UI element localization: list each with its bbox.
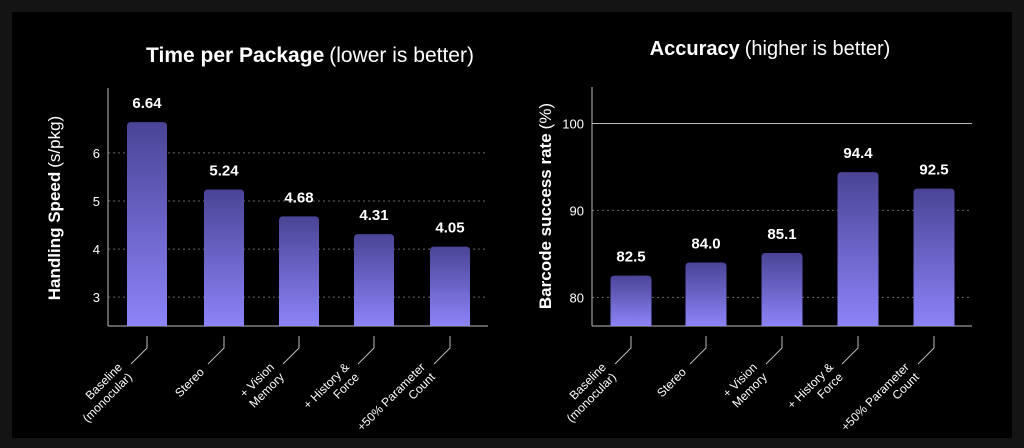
left-y-tick-label: 5 bbox=[93, 194, 100, 209]
right-category-label: Stereo bbox=[654, 365, 689, 400]
right-category-label: +50% ParameterCount bbox=[838, 360, 922, 444]
right-category-leader bbox=[841, 336, 859, 365]
left-y-tick-label: 3 bbox=[93, 290, 100, 305]
left-y-axis-label: Handling Speed(s/pkg) bbox=[45, 116, 64, 300]
left-chart-title: Time per Package (lower is better) bbox=[146, 44, 474, 67]
left-category-leader bbox=[433, 336, 451, 365]
right-y-tick-label: 80 bbox=[570, 290, 584, 305]
right-category-leader bbox=[614, 336, 632, 365]
right-chart-title: Accuracy (higher is better) bbox=[650, 38, 891, 60]
left-value-label: 4.68 bbox=[284, 189, 313, 206]
left-y-tick-label: 4 bbox=[93, 242, 100, 257]
right-category: + VisionMemory bbox=[719, 336, 783, 411]
left-category: Baseline(monocular) bbox=[70, 336, 148, 425]
right-y-tick-label: 100 bbox=[562, 117, 584, 132]
left-y-tick-label: 6 bbox=[93, 146, 100, 161]
right-value-label: 94.4 bbox=[843, 145, 873, 162]
left-bar bbox=[127, 122, 167, 326]
right-value-label: 84.0 bbox=[691, 236, 720, 253]
left-bar bbox=[279, 216, 319, 326]
right-y-axis-label: Barcode success rate(%) bbox=[536, 103, 555, 309]
right-category: Baseline(monocular) bbox=[554, 336, 632, 425]
left-category: Stereo bbox=[172, 336, 225, 400]
right-bar bbox=[761, 252, 803, 326]
left-bar bbox=[430, 246, 470, 326]
left-value-label: 6.64 bbox=[132, 95, 162, 112]
right-category-leader bbox=[765, 336, 783, 365]
left-category-leader bbox=[130, 336, 148, 365]
left-value-label: 4.31 bbox=[359, 207, 388, 224]
right-bar bbox=[685, 262, 727, 326]
right-category-label: Baseline(monocular) bbox=[554, 360, 619, 425]
left-category-leader bbox=[357, 336, 375, 365]
right-bar bbox=[913, 188, 955, 326]
right-value-label: 82.5 bbox=[616, 249, 645, 266]
right-category: +50% ParameterCount bbox=[838, 336, 935, 444]
right-category-leader bbox=[689, 336, 707, 365]
left-category: + VisionMemory bbox=[236, 336, 300, 411]
right-category-label: + VisionMemory bbox=[719, 360, 769, 410]
right-bar bbox=[837, 172, 879, 326]
right-value-label: 85.1 bbox=[767, 226, 796, 243]
left-value-label: 4.05 bbox=[435, 220, 464, 237]
left-category-label: + History &Force bbox=[300, 360, 362, 422]
left-bar bbox=[204, 189, 244, 326]
right-category-leader bbox=[917, 336, 935, 365]
left-category-leader bbox=[207, 336, 225, 365]
left-bar bbox=[354, 234, 394, 326]
left-value-label: 5.24 bbox=[209, 162, 239, 179]
left-category-label: +50% ParameterCount bbox=[354, 360, 438, 444]
right-value-label: 92.5 bbox=[919, 162, 948, 179]
left-category-leader bbox=[282, 336, 300, 365]
right-category-label: + History &Force bbox=[784, 360, 846, 422]
left-category: +50% ParameterCount bbox=[354, 336, 451, 444]
left-category-label: Baseline(monocular) bbox=[70, 360, 135, 425]
right-category: Stereo bbox=[654, 336, 707, 400]
left-category-label: Stereo bbox=[172, 365, 207, 400]
left-category: + History &Force bbox=[300, 336, 375, 422]
right-category: + History &Force bbox=[784, 336, 859, 422]
left-category-label: + VisionMemory bbox=[236, 360, 286, 410]
right-bar bbox=[610, 275, 652, 326]
right-y-tick-label: 90 bbox=[570, 203, 584, 218]
